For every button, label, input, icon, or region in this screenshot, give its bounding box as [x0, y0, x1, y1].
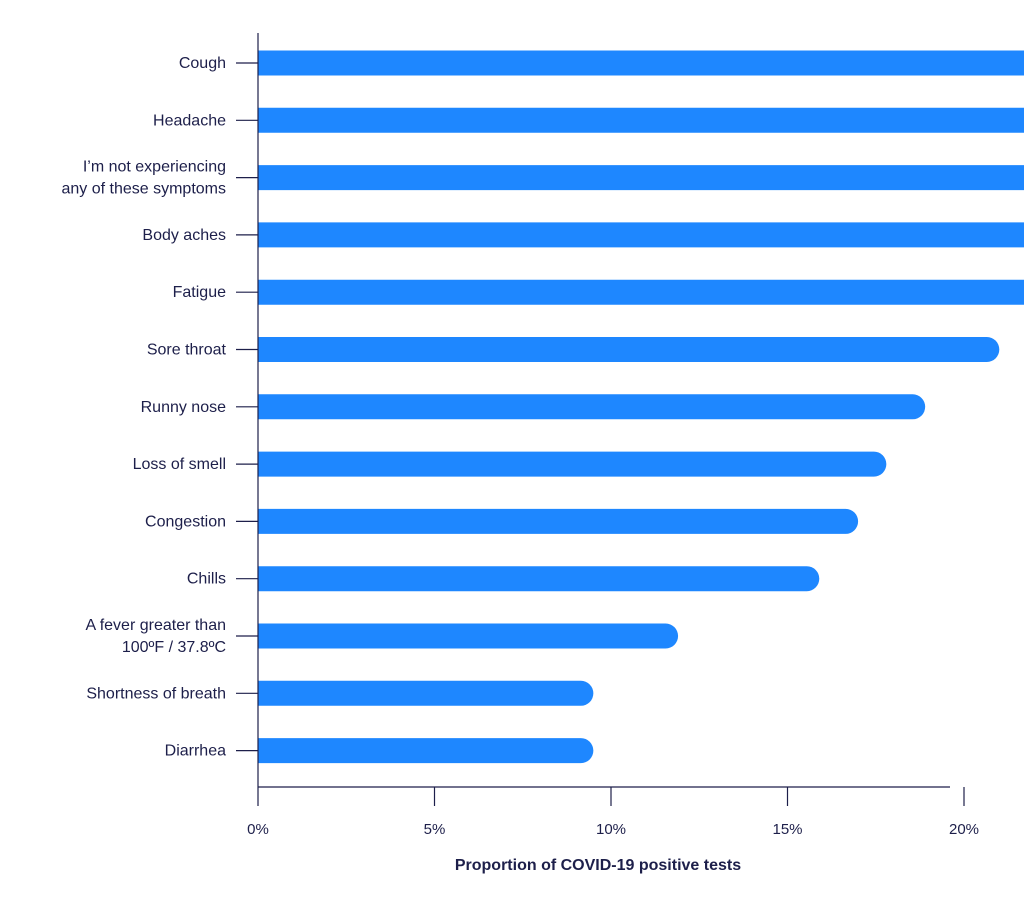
x-axis-title: Proportion of COVID-19 positive tests [455, 857, 741, 874]
bar [258, 50, 1024, 76]
x-tick-label: 0% [247, 821, 269, 838]
category-label-line: Loss of smell [133, 456, 226, 473]
category-label: I’m not experiencing any of these symptom… [61, 159, 226, 198]
category-label-line: 100ºF / 37.8ºC [122, 639, 226, 656]
category-label: A fever greater than 100ºF / 37.8ºC [85, 617, 226, 656]
category-label-line: Sore throat [147, 342, 227, 359]
x-tick-label: 10% [596, 821, 626, 838]
axes-group [257, 33, 950, 788]
category-label: Diarrhea [165, 743, 226, 760]
category-label: Sore throat [147, 342, 227, 359]
ticks-group: 0%5%10%15%20%25%30%35% [236, 62, 979, 838]
category-label-line: Cough [179, 55, 226, 72]
x-tick-label: 15% [772, 821, 802, 838]
category-label: Headache [153, 112, 226, 129]
bars-group [258, 50, 1024, 764]
bar [258, 394, 926, 420]
category-label: Chills [187, 571, 226, 588]
x-tick-label: 20% [949, 821, 979, 838]
bar [258, 451, 887, 477]
category-label-line: Shortness of breath [86, 685, 226, 702]
category-label-line: Fatigue [173, 284, 226, 301]
category-label-line: I’m not experiencing [83, 159, 226, 176]
category-label: Runny nose [141, 399, 226, 416]
category-label: Body aches [142, 227, 226, 244]
category-label: Loss of smell [133, 456, 226, 473]
bar [258, 337, 1000, 362]
bar [258, 623, 679, 649]
bar [258, 107, 1024, 133]
category-label-line: any of these symptoms [61, 181, 226, 198]
category-label: Shortness of breath [86, 685, 226, 702]
x-tick-label: 5% [424, 821, 446, 838]
category-label: Cough [179, 55, 226, 72]
bar [258, 566, 820, 592]
category-label-line: Diarrhea [165, 743, 226, 760]
category-label-line: Runny nose [141, 399, 226, 416]
category-label-line: Body aches [142, 227, 226, 244]
category-label: Fatigue [173, 284, 226, 301]
category-label: Congestion [145, 513, 226, 530]
bar [258, 738, 594, 764]
category-label-line: Headache [153, 112, 226, 129]
category-label-line: Chills [187, 571, 226, 588]
bar [258, 508, 859, 534]
bar [258, 680, 594, 706]
bar [258, 222, 1024, 248]
bar [258, 165, 1024, 191]
bar [258, 279, 1024, 305]
category-labels-group: Cough Headache I’m not experiencing any of … [61, 55, 226, 760]
category-label-line: Congestion [145, 513, 226, 530]
category-label-line: A fever greater than [85, 617, 226, 634]
